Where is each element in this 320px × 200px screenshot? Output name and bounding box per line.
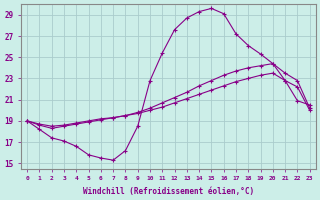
X-axis label: Windchill (Refroidissement éolien,°C): Windchill (Refroidissement éolien,°C) (83, 187, 254, 196)
